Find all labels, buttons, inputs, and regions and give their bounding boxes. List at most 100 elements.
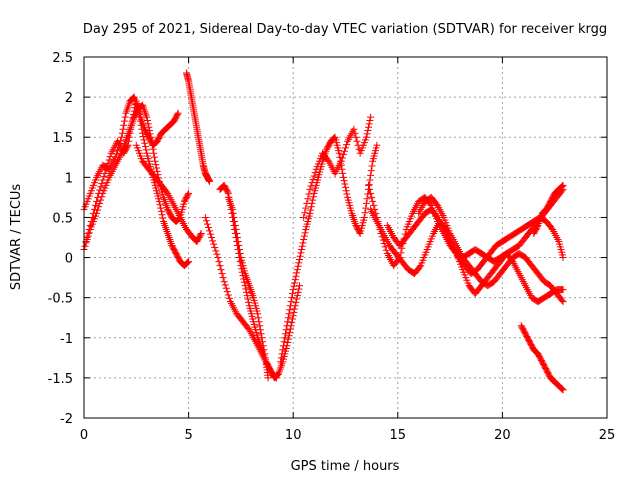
data-point [157, 207, 165, 215]
data-point [292, 298, 300, 306]
data-marks [80, 69, 567, 394]
data-point [159, 214, 167, 222]
chart-title: Day 295 of 2021, Sidereal Day-to-day VTE… [83, 22, 607, 37]
data-point [307, 203, 315, 211]
data-point [92, 201, 100, 209]
data-point [350, 125, 358, 133]
plot-frame [83, 56, 608, 419]
data-point [244, 295, 252, 303]
data-point [185, 189, 193, 197]
data-point [130, 107, 138, 115]
data-point [300, 213, 308, 221]
data-point [362, 204, 370, 212]
data-point [216, 262, 224, 270]
y-tick-label: -0.5 [48, 292, 73, 307]
data-point [233, 229, 241, 237]
data-point [558, 183, 566, 191]
data-point [229, 209, 237, 217]
data-point [366, 185, 374, 193]
series-arc-10 [300, 113, 375, 221]
data-point [339, 151, 347, 159]
data-point [86, 221, 94, 229]
data-point [264, 374, 272, 382]
data-point [142, 146, 150, 154]
data-point [361, 209, 369, 217]
data-point [303, 199, 311, 207]
data-point [293, 292, 301, 300]
data-point [257, 330, 265, 338]
data-point [88, 213, 96, 221]
data-point [208, 234, 216, 241]
data-point [277, 354, 285, 362]
data-point [210, 240, 218, 248]
data-point [234, 238, 242, 246]
data-point [229, 205, 237, 213]
data-point [287, 298, 295, 306]
data-point [341, 180, 349, 188]
series-arc-3 [82, 97, 182, 246]
data-point [95, 189, 103, 197]
data-point [123, 143, 131, 151]
series-arc-8 [224, 193, 272, 382]
data-point [206, 227, 214, 235]
data-point [233, 234, 241, 241]
data-point [126, 129, 134, 137]
data-point [288, 318, 296, 326]
data-point [290, 282, 298, 290]
data-point [558, 385, 566, 393]
data-point [558, 182, 566, 190]
data-point [211, 244, 219, 252]
data-point [309, 175, 317, 183]
data-point [370, 201, 378, 209]
data-point [120, 117, 128, 125]
data-point [98, 179, 106, 187]
data-point [261, 350, 269, 358]
data-point [289, 290, 297, 298]
data-point [308, 179, 316, 187]
data-point [218, 270, 226, 278]
data-point [282, 330, 290, 338]
data-point [87, 217, 95, 225]
data-point [197, 229, 205, 237]
data-point [223, 288, 231, 296]
data-point [373, 141, 381, 149]
data-point [94, 206, 102, 214]
data-point [362, 199, 370, 207]
data-point [279, 342, 287, 350]
data-point [291, 305, 299, 313]
data-point [295, 285, 303, 293]
data-point [144, 120, 152, 128]
data-point [102, 166, 110, 174]
data-point [219, 274, 227, 282]
data-point [286, 325, 294, 333]
y-tick-label: 2 [65, 91, 73, 106]
data-point [293, 295, 301, 303]
data-point [99, 176, 107, 184]
data-point [81, 242, 89, 250]
data-point [278, 350, 286, 358]
series-arc-15 [517, 322, 567, 394]
data-point [100, 173, 108, 181]
data-point [363, 130, 371, 138]
data-point [559, 298, 567, 306]
data-point [397, 249, 405, 257]
data-point [96, 186, 104, 194]
data-point [260, 346, 268, 354]
data-point [124, 141, 132, 149]
data-point [309, 196, 317, 204]
data-point [83, 234, 91, 241]
data-point [174, 109, 182, 117]
data-point [366, 176, 374, 184]
data-point [235, 242, 243, 250]
data-point [256, 322, 264, 330]
data-point [284, 338, 292, 346]
y-tick-label: 0 [65, 252, 73, 267]
data-point [289, 315, 297, 323]
y-tick-labels: -2 -1.5 -1 -0.5 0 0.5 1 1.5 2 2.5 [48, 51, 73, 427]
data-point [277, 358, 285, 366]
data-point [286, 302, 294, 310]
data-point [310, 172, 318, 180]
data-point [279, 346, 287, 354]
data-point [231, 217, 239, 225]
